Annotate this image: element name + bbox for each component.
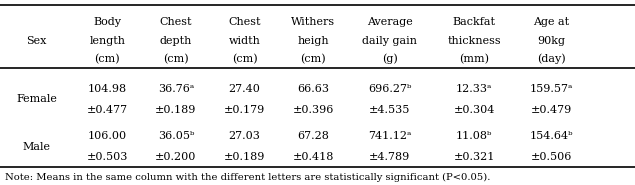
Text: ±0.179: ±0.179 [224,105,265,115]
Text: ±0.200: ±0.200 [155,152,197,162]
Text: Body: Body [93,17,121,27]
Text: Withers: Withers [291,17,335,27]
Text: daily gain: daily gain [362,36,417,46]
Text: (g): (g) [382,54,398,65]
Text: Sex: Sex [26,36,47,46]
Text: (day): (day) [537,54,566,65]
Text: 696.27ᵇ: 696.27ᵇ [368,84,411,94]
Text: width: width [229,36,260,46]
Text: thickness: thickness [447,36,501,46]
Text: heigh: heigh [297,36,329,46]
Text: 104.98: 104.98 [88,84,127,94]
Text: ±4.789: ±4.789 [369,152,410,162]
Text: Age at: Age at [533,17,570,27]
Text: ±0.189: ±0.189 [224,152,265,162]
Text: 159.57ᵃ: 159.57ᵃ [530,84,573,94]
Text: 154.64ᵇ: 154.64ᵇ [530,131,573,141]
Text: ±0.477: ±0.477 [87,105,128,115]
Text: 90kg: 90kg [537,36,566,46]
Text: ±0.304: ±0.304 [453,105,495,115]
Text: 36.05ᵇ: 36.05ᵇ [157,131,194,141]
Text: Male: Male [22,142,51,152]
Text: (cm): (cm) [163,54,189,64]
Text: ±4.535: ±4.535 [369,105,410,115]
Text: ±0.321: ±0.321 [453,152,495,162]
Text: (cm): (cm) [232,54,257,64]
Text: 27.40: 27.40 [229,84,260,94]
Text: length: length [90,36,125,46]
Text: 27.03: 27.03 [229,131,260,141]
Text: depth: depth [160,36,192,46]
Text: ±0.503: ±0.503 [86,152,128,162]
Text: 66.63: 66.63 [297,84,329,94]
Text: 67.28: 67.28 [297,131,329,141]
Text: Backfat: Backfat [453,17,495,27]
Text: Female: Female [16,94,57,105]
Text: 741.12ᵃ: 741.12ᵃ [368,131,411,141]
Text: ±0.479: ±0.479 [531,105,572,115]
Text: 12.33ᵃ: 12.33ᵃ [456,84,492,94]
Text: ±0.396: ±0.396 [292,105,334,115]
Text: (cm): (cm) [95,54,120,64]
Text: Chest: Chest [159,17,192,27]
Text: ±0.189: ±0.189 [155,105,197,115]
Text: ±0.418: ±0.418 [292,152,334,162]
Text: 106.00: 106.00 [88,131,127,141]
Text: 11.08ᵇ: 11.08ᵇ [456,131,492,141]
Text: ±0.506: ±0.506 [531,152,572,162]
Text: Note: Means in the same column with the different letters are statistically sign: Note: Means in the same column with the … [5,173,490,182]
Text: 36.76ᵃ: 36.76ᵃ [157,84,194,94]
Text: Average: Average [366,17,413,27]
Text: Chest: Chest [228,17,261,27]
Text: (mm): (mm) [459,54,489,64]
Text: (cm): (cm) [300,54,326,64]
